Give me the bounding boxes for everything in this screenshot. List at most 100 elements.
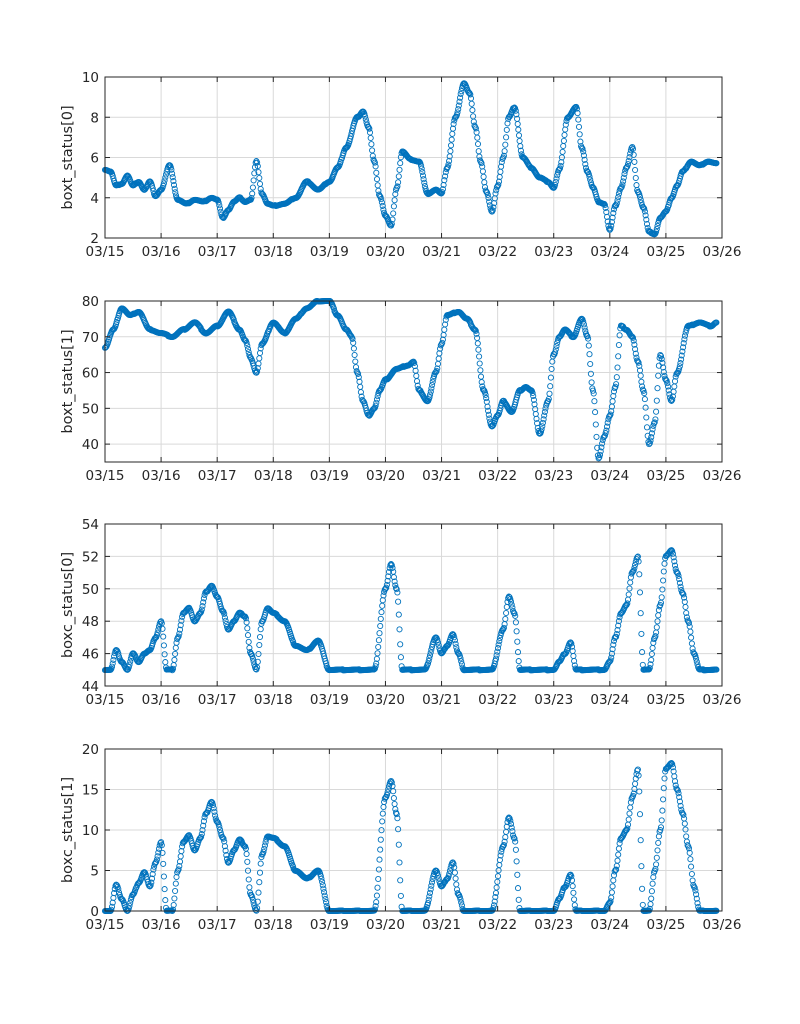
- data-point: [632, 780, 639, 787]
- data-point: [492, 190, 499, 197]
- data-point: [636, 589, 644, 596]
- data-point: [713, 319, 720, 326]
- data-point: [244, 342, 251, 349]
- data-point: [282, 843, 289, 850]
- data-point: [388, 562, 395, 569]
- data-point: [636, 193, 644, 200]
- data-point: [447, 148, 454, 155]
- data-point: [567, 639, 574, 646]
- data-point: [514, 885, 522, 892]
- data-point: [601, 201, 608, 209]
- data-point: [539, 419, 546, 426]
- data-point: [663, 377, 670, 384]
- data-point: [631, 158, 638, 165]
- data-point: [261, 845, 268, 852]
- data-point: [216, 322, 223, 329]
- x-tick-label: 03/18: [254, 468, 293, 484]
- data-point: [251, 170, 258, 177]
- data-point: [580, 148, 587, 155]
- data-point: [512, 838, 519, 845]
- data-point: [637, 837, 644, 844]
- data-point: [198, 831, 205, 838]
- data-point: [199, 827, 206, 834]
- data-point: [162, 659, 169, 666]
- data-point: [125, 664, 132, 671]
- data-point: [126, 661, 133, 668]
- data-point: [319, 878, 326, 885]
- data-point: [153, 632, 160, 639]
- subplot-4: 03/15 03/16 03/17 03/18 03/19 03/20 03/21 03/22…: [60, 742, 741, 933]
- data-point: [249, 652, 256, 660]
- data-point: [257, 185, 264, 193]
- data-point: [575, 123, 583, 130]
- data-point: [397, 892, 404, 899]
- x-tick-label: 03/21: [422, 917, 461, 933]
- subplot-3: 03/15 03/16 03/17 03/18 03/19 03/20 03/21 03/22…: [60, 517, 741, 708]
- data-point: [671, 558, 678, 565]
- data-point: [643, 216, 650, 223]
- data-point: [181, 838, 188, 845]
- data-point: [472, 326, 479, 333]
- data-point: [652, 865, 659, 873]
- data-point: [642, 212, 649, 219]
- data-point: [254, 159, 261, 166]
- data-point: [175, 866, 182, 873]
- data-point: [678, 352, 685, 359]
- x-tick-label: 03/23: [534, 244, 573, 260]
- data-point: [630, 567, 637, 574]
- data-point: [173, 873, 180, 881]
- data-point: [149, 185, 156, 192]
- data-point: [379, 818, 386, 825]
- data-point: [261, 842, 268, 849]
- data-point: [686, 849, 693, 856]
- data-point: [632, 346, 639, 353]
- data-point: [500, 841, 507, 849]
- data-point: [151, 635, 158, 642]
- data-point: [419, 172, 427, 179]
- data-point: [478, 379, 485, 386]
- data-point: [634, 766, 641, 773]
- data-point: [395, 179, 402, 186]
- data-point: [552, 178, 559, 185]
- data-point: [425, 896, 432, 903]
- data-point: [688, 870, 695, 878]
- data-point: [169, 174, 176, 181]
- data-point: [625, 591, 632, 598]
- data-point: [507, 598, 515, 605]
- data-point: [639, 901, 646, 908]
- data-point: [514, 649, 522, 656]
- data-point: [248, 194, 255, 202]
- data-point: [255, 650, 262, 658]
- data-point: [586, 351, 593, 358]
- data-point: [553, 343, 560, 350]
- data-point: [633, 354, 640, 361]
- y-axis-label: boxc_status[0]: [60, 552, 76, 658]
- data-point: [650, 422, 657, 429]
- data-point: [630, 337, 637, 344]
- data-point: [503, 603, 510, 611]
- data-point: [439, 336, 446, 343]
- data-point: [688, 640, 695, 647]
- data-point: [627, 332, 634, 339]
- data-point: [383, 791, 390, 798]
- data-point: [216, 202, 223, 209]
- data-point: [210, 805, 217, 812]
- data-point: [606, 226, 613, 233]
- data-point: [426, 652, 434, 659]
- data-point: [160, 873, 167, 880]
- data-point: [503, 134, 510, 141]
- data-point: [615, 618, 622, 625]
- data-point: [411, 363, 418, 370]
- data-point: [575, 116, 582, 123]
- data-point: [625, 816, 632, 823]
- data-point: [640, 204, 647, 211]
- data-point: [159, 625, 166, 632]
- data-point: [396, 859, 403, 866]
- data-point: [480, 173, 487, 180]
- data-point: [252, 906, 259, 914]
- data-point: [630, 151, 637, 158]
- data-point: [713, 160, 720, 167]
- data-point: [427, 388, 434, 395]
- x-tick-label: 03/19: [310, 692, 349, 708]
